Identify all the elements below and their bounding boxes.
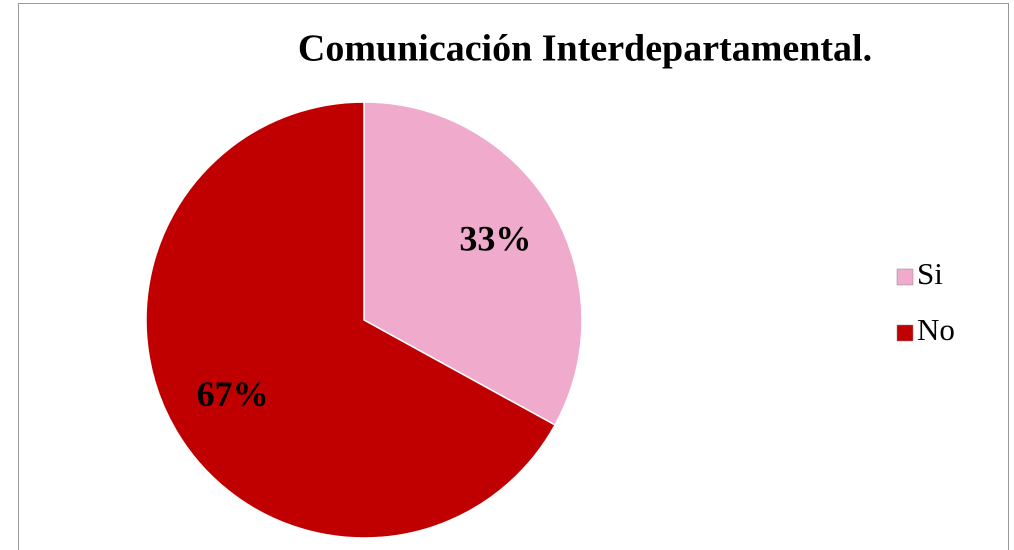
legend-swatch: [896, 324, 914, 342]
legend-swatch: [896, 268, 914, 286]
pie-slice: [363, 101, 583, 427]
legend-label: Si: [917, 256, 943, 291]
data-label: 67%: [197, 374, 269, 414]
legend-label: No: [917, 312, 955, 347]
chart-title: Comunicación Interdepartamental.: [298, 28, 872, 70]
data-label: 33%: [459, 219, 531, 259]
pie-slice: [145, 101, 557, 539]
